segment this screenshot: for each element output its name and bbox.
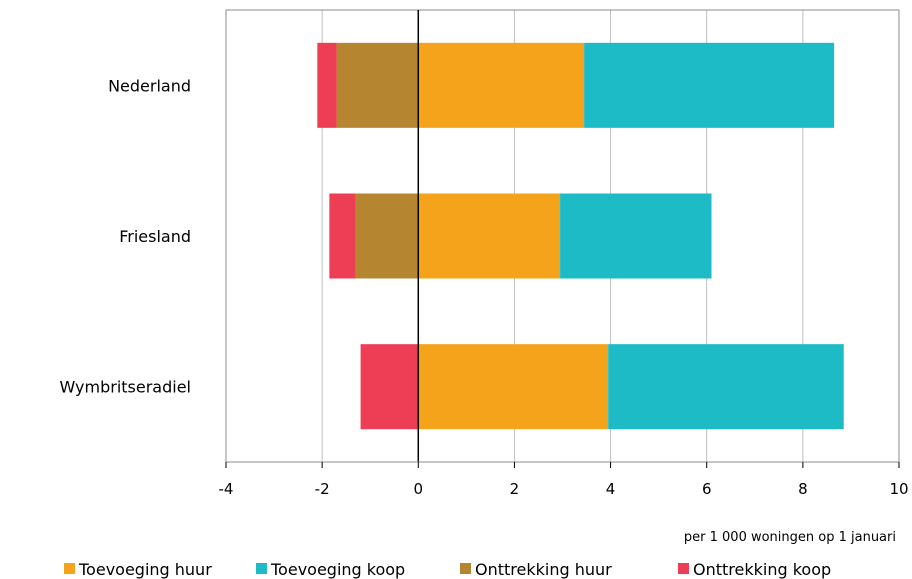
category-label: Wymbritseradiel — [60, 378, 192, 397]
category-label: Nederland — [108, 76, 191, 95]
x-axis: -4 -2 0 2 4 6 8 10 — [219, 461, 909, 498]
legend-label: Onttrekking koop — [693, 560, 831, 579]
bar-toevoeging-koop-wymbritseradiel — [608, 344, 844, 430]
bar-toevoeging-huur-friesland — [418, 193, 561, 279]
x-tick-label: 2 — [510, 480, 520, 498]
legend: Toevoeging huur Toevoeging koop Onttrekkin… — [64, 560, 831, 579]
category-labels: Nederland Friesland Wymbritseradiel — [60, 76, 192, 396]
bar-onttrekking-koop-wymbritseradiel — [360, 344, 419, 430]
legend-swatch — [460, 563, 471, 574]
bar-onttrekking-koop-nederland — [317, 42, 337, 128]
legend-swatch — [256, 563, 267, 574]
x-tick-label: -2 — [315, 480, 330, 498]
legend-swatch — [64, 563, 75, 574]
bar-toevoeging-koop-nederland — [584, 42, 835, 128]
x-axis-label: per 1 000 woningen op 1 januari — [684, 530, 896, 545]
legend-swatch — [678, 563, 689, 574]
x-tick-label: -4 — [219, 480, 234, 498]
x-tick-label: 10 — [889, 480, 908, 498]
x-tick-label: 4 — [606, 480, 616, 498]
x-tick-label: 0 — [414, 480, 424, 498]
bar-onttrekking-huur-friesland — [355, 193, 419, 279]
legend-label: Onttrekking huur — [475, 560, 612, 579]
bar-toevoeging-koop-friesland — [560, 193, 712, 279]
bar-toevoeging-huur-wymbritseradiel — [418, 344, 609, 430]
bar-toevoeging-huur-nederland — [418, 42, 585, 128]
bar-onttrekking-huur-nederland — [336, 42, 419, 128]
x-tick-label: 6 — [702, 480, 712, 498]
legend-label: Toevoeging huur — [78, 560, 212, 579]
x-tick-label: 8 — [798, 480, 808, 498]
bar-onttrekking-koop-friesland — [329, 193, 356, 279]
category-label: Friesland — [119, 227, 191, 246]
legend-label: Toevoeging koop — [270, 560, 405, 579]
bars — [317, 42, 844, 430]
